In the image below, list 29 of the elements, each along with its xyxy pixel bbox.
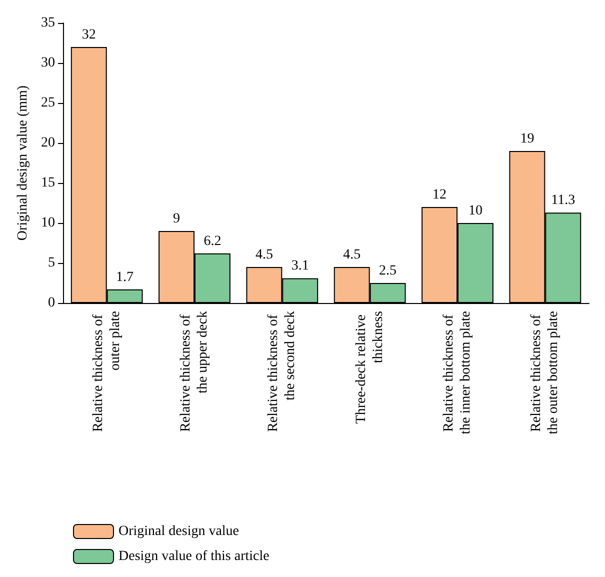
y-tick-label: 5: [48, 256, 55, 270]
data-label: 1.7: [116, 270, 134, 285]
data-label: 9: [173, 212, 180, 226]
data-label: 32: [82, 28, 96, 42]
y-tick-label: 0: [48, 296, 55, 310]
x-tick-label: Three-deck relative thickness: [354, 311, 386, 424]
y-axis-title: Original design value (mm): [16, 85, 31, 241]
data-label: 11.3: [551, 193, 576, 208]
x-tick-label: Relative thickness of outer plate: [90, 311, 123, 432]
y-tick-label: 30: [41, 56, 55, 70]
legend-label: Design value of this article: [118, 549, 270, 564]
data-label: 10: [468, 204, 482, 218]
y-tick-label: 15: [41, 176, 55, 190]
data-label: 4.5: [255, 248, 273, 262]
x-tick-label: Relative thickness of the second deck: [266, 311, 298, 432]
data-label: 6.2: [204, 234, 222, 249]
data-label: 2.5: [379, 264, 397, 278]
data-label: 12: [432, 188, 447, 202]
y-tick-label: 35: [41, 16, 55, 30]
y-tick-label: 25: [41, 96, 55, 110]
data-label: 3.1: [291, 258, 309, 274]
x-tick-label: Relative thickness of the upper deck: [178, 311, 210, 432]
x-tick-label: Relative thickness of the outer bottom plate: [529, 311, 562, 434]
x-tick-label: Relative thickness of the inner bottom plate: [442, 311, 474, 434]
data-label: 4.5: [343, 248, 361, 262]
y-tick-label: 20: [41, 136, 55, 150]
y-tick-label: 10: [41, 216, 55, 230]
data-label: 19: [520, 132, 534, 146]
legend-label: Original design value: [118, 524, 240, 539]
